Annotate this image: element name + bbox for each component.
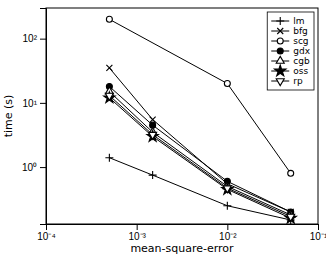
point-marker [105, 93, 113, 100]
legend-marker [276, 79, 284, 86]
tick-label: 10¹ [23, 98, 38, 109]
tick: 10⁻⁴ [37, 224, 55, 242]
point-marker [223, 186, 231, 193]
legend-label: bfg [293, 26, 308, 36]
point-marker [288, 170, 294, 176]
series-line [109, 19, 290, 173]
legend-label: scg [293, 36, 308, 46]
tick: 10⁻² [219, 224, 237, 242]
point-marker [224, 81, 230, 87]
series-line [109, 98, 290, 218]
legend-marker [276, 56, 284, 63]
point-marker [106, 16, 112, 22]
point-marker [147, 130, 158, 141]
legend-label: lm [293, 16, 304, 26]
point-marker [223, 202, 231, 210]
legend-marker [275, 65, 286, 76]
legend-marker [277, 28, 283, 34]
legend-label: cgb [293, 56, 310, 66]
plot: 10⁻⁴ 10⁻³ 10⁻² 10⁻¹ 10⁰ 10¹ 10² lmbfgscggdxcgbo… [22, 8, 326, 242]
legend-label: rp [293, 76, 303, 86]
tick-mark [227, 224, 228, 230]
x-axis-title: mean-square-error [130, 242, 234, 255]
point-marker [104, 92, 115, 103]
y-axis-title: time (s) [2, 95, 15, 138]
tick-mark [137, 224, 138, 230]
tick: 10² [23, 33, 46, 44]
tick-label: 10⁻³ [128, 231, 146, 242]
legend-label: gdx [293, 46, 310, 56]
series-line [109, 92, 290, 215]
tick: 10¹ [23, 98, 46, 109]
legend-marker [277, 48, 283, 54]
chart: 10⁻⁴ 10⁻³ 10⁻² 10⁻¹ 10⁰ 10¹ 10² lmbfgscggdxcgbo… [0, 0, 326, 258]
legend: lmbfgscggdxcgbossrp [267, 12, 314, 90]
series-line [109, 96, 290, 217]
tick-label: 10⁻¹ [310, 231, 326, 242]
series-line [109, 86, 290, 212]
series-line [109, 68, 290, 212]
tick-label: 10⁰ [22, 162, 37, 173]
axis-line [47, 225, 319, 231]
x-axis: 10⁻⁴ 10⁻³ 10⁻² 10⁻¹ [37, 224, 326, 242]
tick-mark [40, 103, 46, 104]
point-marker [149, 132, 157, 139]
legend-marker [277, 38, 283, 44]
tick-mark [40, 39, 46, 40]
point-marker [106, 65, 112, 71]
tick-label: 10⁻⁴ [37, 231, 55, 242]
legend-label: oss [293, 66, 308, 76]
point-marker [105, 154, 113, 162]
legend-marker [276, 17, 284, 25]
legend-frame [267, 12, 314, 90]
point-marker [149, 171, 157, 179]
tick-mark [318, 224, 319, 230]
tick: 10⁻¹ [310, 224, 326, 242]
plot-frame [46, 8, 318, 224]
axis-line [40, 9, 47, 225]
tick-label: 10² [23, 33, 38, 44]
point-marker [287, 214, 295, 221]
y-axis: 10⁰ 10¹ 10² [22, 9, 47, 225]
point-marker [285, 212, 296, 223]
tick-mark [40, 167, 46, 168]
tick: 10⁻³ [128, 224, 146, 242]
tick: 10⁰ [22, 162, 46, 173]
tick-label: 10⁻² [219, 231, 237, 242]
